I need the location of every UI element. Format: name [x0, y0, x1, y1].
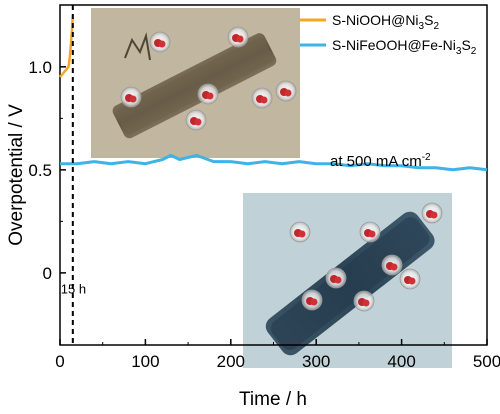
bubble-core: [362, 299, 370, 307]
bubbles: [120, 26, 443, 312]
inset-image-nioooh: [91, 8, 300, 158]
current-annotation: at 500 mA cm-2: [330, 152, 431, 170]
bubble-core: [206, 92, 214, 100]
x-tick-label-300: 300: [302, 352, 330, 371]
vline-label: 15 h: [61, 281, 86, 296]
legend: S-NiOOH@Ni3S2 S-NiFeOOH@Fe-Ni3S2: [300, 12, 477, 57]
bubble-core: [260, 96, 268, 104]
x-tick-label-0: 0: [55, 352, 64, 371]
legend-label-nifeooh: S-NiFeOOH@Fe-Ni3S2: [332, 37, 477, 57]
bubble-core: [390, 263, 398, 271]
x-tick-label-400: 400: [387, 352, 415, 371]
inset-image-nifeooh: [243, 193, 452, 368]
bubble-core: [236, 35, 244, 43]
bubble-core: [284, 89, 292, 97]
x-tick-label-100: 100: [131, 352, 159, 371]
x-axis: 0 100 200 300 400 500: [55, 339, 500, 371]
y-tick-label-2: 1.0: [28, 58, 52, 77]
y-tick-label-0: 0: [43, 264, 52, 283]
bubble-core: [298, 230, 306, 238]
bubble-core: [310, 298, 318, 306]
current-annotation-prefix: at 500 mA cm: [330, 153, 422, 170]
bubble-core: [408, 277, 416, 285]
bubble-core: [430, 211, 438, 219]
bubble-core: [368, 230, 376, 238]
series-layer: [59, 15, 488, 172]
series-line-0: [59, 15, 75, 78]
bubble-core: [158, 40, 166, 48]
series-line-1: [60, 153, 488, 172]
y-axis: 0 0.5 1.0: [28, 58, 66, 283]
x-tick-label-200: 200: [217, 352, 245, 371]
legend-label-nioooh: S-NiOOH@Ni3S2: [332, 12, 439, 32]
bubble-core: [334, 276, 342, 284]
x-axis-title: Time / h: [239, 389, 307, 410]
bubble-core: [194, 118, 202, 126]
x-tick-label-500: 500: [473, 352, 500, 371]
y-axis-title: Overpotential / V: [6, 104, 27, 246]
y-tick-label-1: 0.5: [28, 161, 52, 180]
bubble-core: [129, 95, 137, 103]
current-annotation-sup: -2: [422, 152, 431, 163]
